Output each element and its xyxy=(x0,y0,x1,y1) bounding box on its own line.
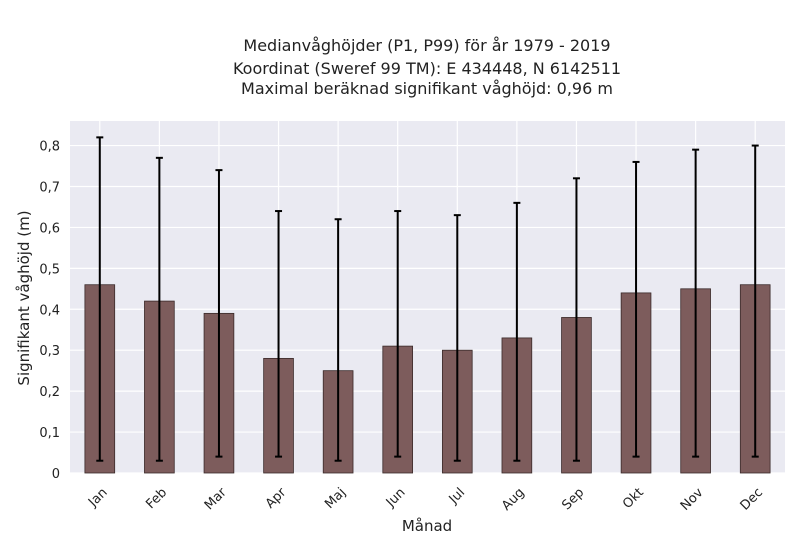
x-tick-label: Okt xyxy=(620,485,647,512)
error-bar-feb xyxy=(155,156,163,462)
x-axis-label: Månad xyxy=(402,517,452,535)
error-bars xyxy=(96,136,759,462)
x-tick-label: Feb xyxy=(143,485,170,512)
plot-area xyxy=(70,121,785,473)
x-axis-ticks: Jan Feb Mar Apr Maj Jun Jul Aug Sep Okt Nov Dec xyxy=(85,485,766,514)
y-tick-label: 0,7 xyxy=(39,180,60,195)
error-bar-dec xyxy=(751,144,759,458)
x-tick-label: Apr xyxy=(263,485,290,512)
error-bar-jun xyxy=(394,210,402,458)
error-bar-jul xyxy=(453,214,461,462)
y-tick-label: 0,3 xyxy=(39,344,60,359)
error-bar-apr xyxy=(275,210,283,458)
y-tick-label: 0,1 xyxy=(39,426,60,441)
x-tick-label: Jul xyxy=(446,485,468,507)
chart-title-line-1: Medianvåghöjder (P1, P99) för år 1979 - … xyxy=(243,36,610,55)
error-bar-nov xyxy=(692,148,700,458)
error-bar-sep xyxy=(572,177,580,462)
y-axis-label: Signifikant våghöjd (m) xyxy=(15,210,33,385)
error-bar-jan xyxy=(96,136,104,462)
x-tick-label: Sep xyxy=(559,485,587,513)
x-tick-label: Nov xyxy=(678,485,707,514)
error-bar-aug xyxy=(513,201,521,462)
y-tick-label: 0,2 xyxy=(39,385,60,400)
y-axis-ticks: 0 0,1 0,2 0,3 0,4 0,5 0,6 0,7 0,8 xyxy=(39,140,60,482)
y-tick-label: 0,8 xyxy=(39,140,60,155)
error-bar-mar xyxy=(215,169,223,458)
chart-title-line-2: Koordinat (Sweref 99 TM): E 434448, N 61… xyxy=(233,59,621,78)
chart-title: Medianvåghöjder (P1, P99) för år 1979 - … xyxy=(233,36,621,98)
x-tick-label: Jan xyxy=(85,485,110,510)
error-bar-maj xyxy=(334,218,342,462)
x-tick-label: Aug xyxy=(499,485,528,514)
x-tick-label: Dec xyxy=(738,485,766,513)
error-bar-okt xyxy=(632,160,640,458)
y-tick-label: 0,6 xyxy=(39,221,60,236)
y-tick-label: 0 xyxy=(52,467,60,482)
chart-title-line-3: Maximal beräknad signifikant våghöjd: 0,… xyxy=(241,79,613,98)
x-tick-label: Maj xyxy=(322,485,349,512)
x-tick-label: Mar xyxy=(202,485,230,513)
x-tick-label: Jun xyxy=(383,485,409,511)
y-tick-label: 0,5 xyxy=(39,262,60,277)
y-tick-label: 0,4 xyxy=(39,303,60,318)
